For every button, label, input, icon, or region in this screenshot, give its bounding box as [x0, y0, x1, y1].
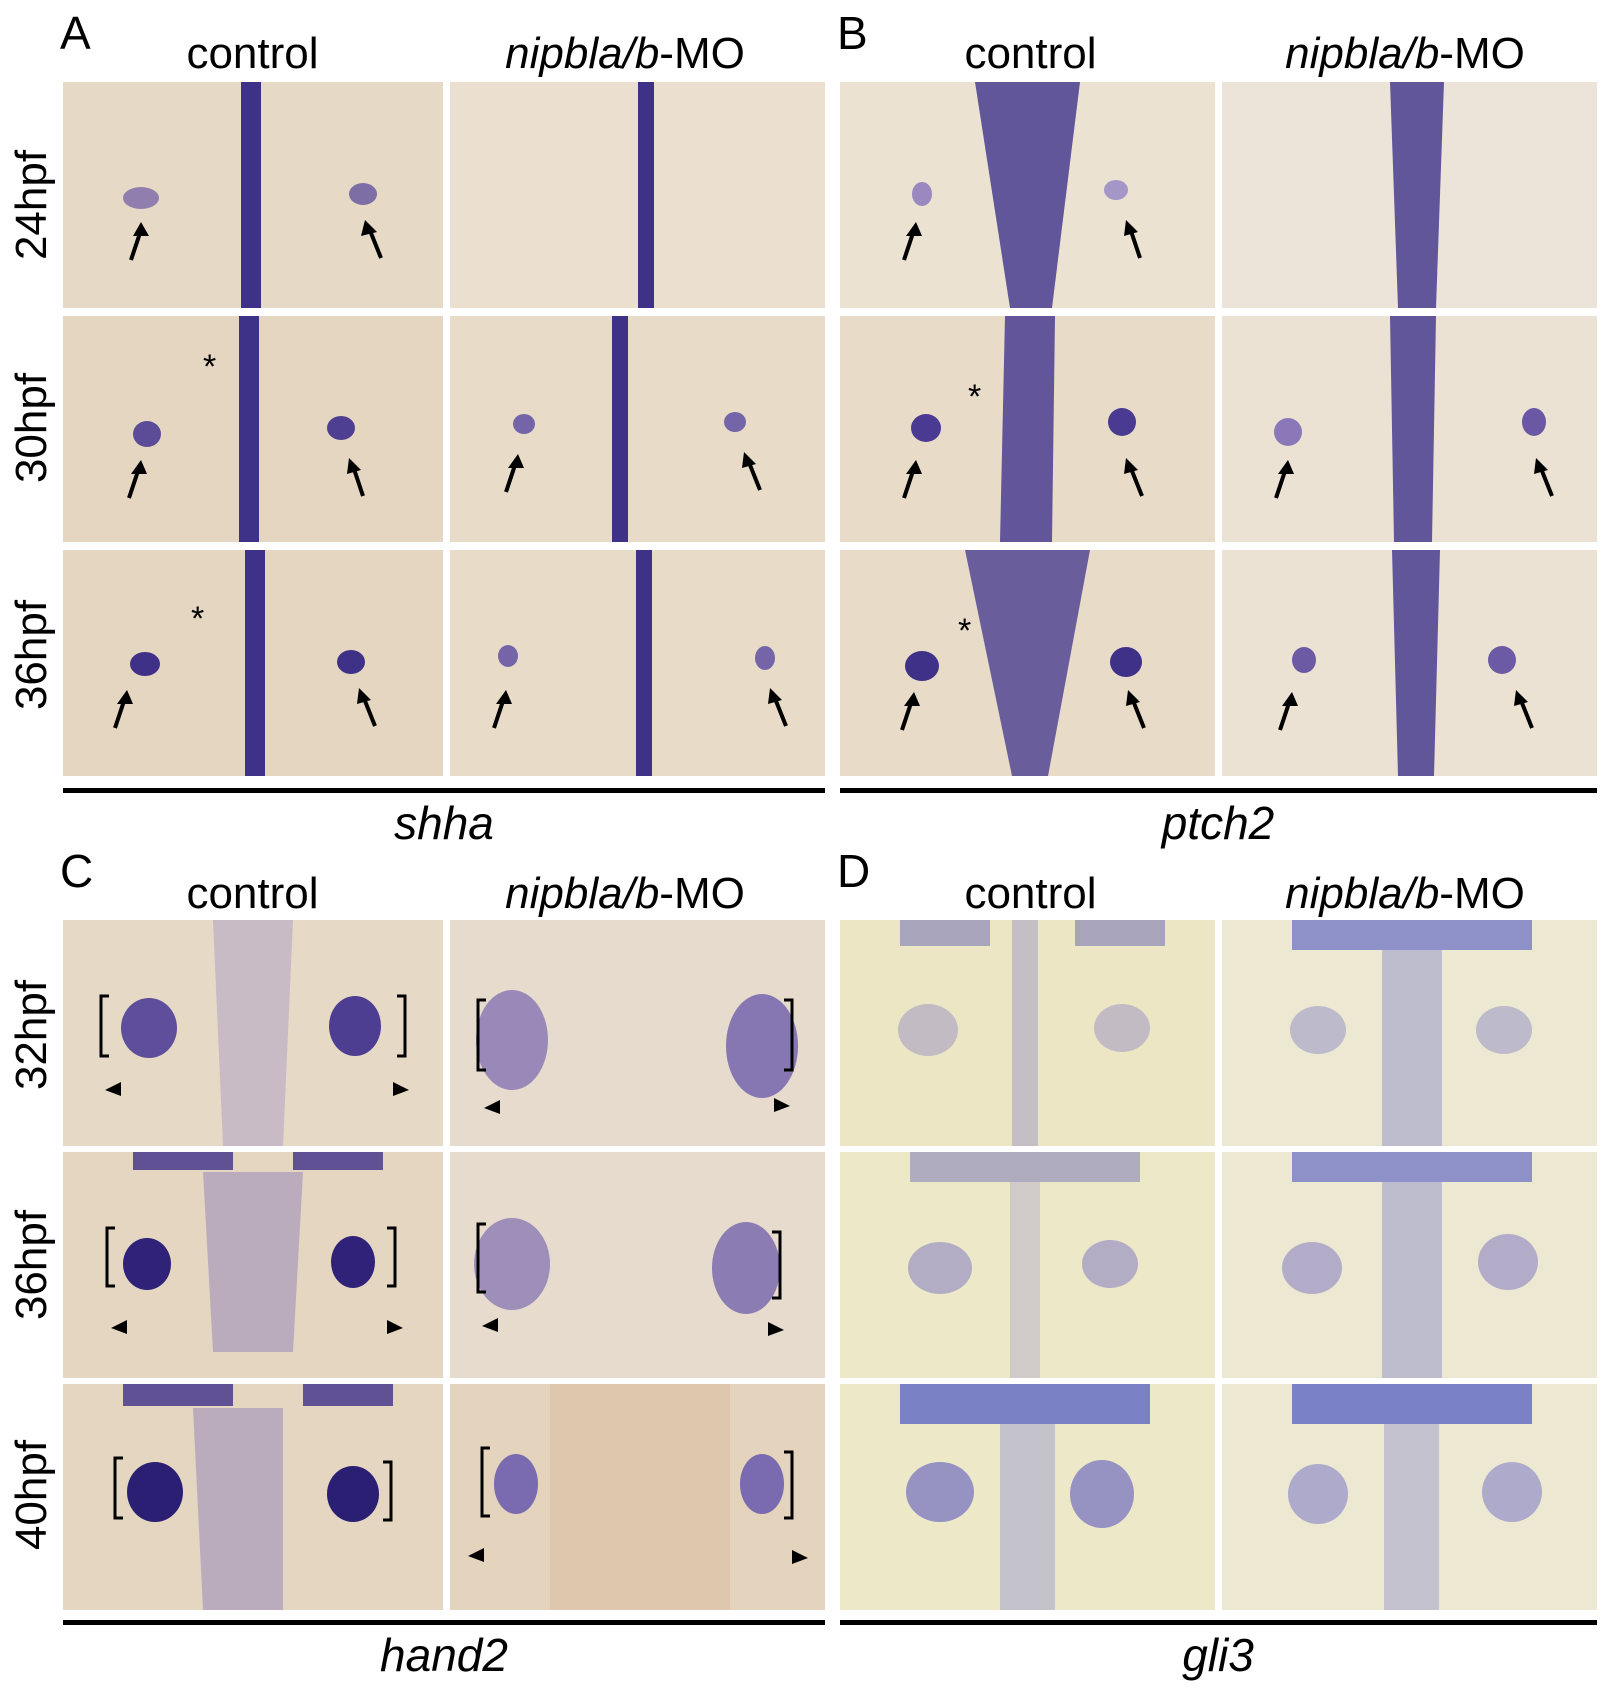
photo-c-mo-32hpf: [450, 920, 825, 1146]
gene-label-c: hand2: [380, 1629, 508, 1681]
photo-a-control-30hpf: *: [63, 316, 443, 542]
photo-d-mo-32hpf: [1222, 920, 1597, 1146]
asterisk-a-30: *: [203, 348, 216, 386]
panel-b-mo-italic: nipbla/b: [1285, 29, 1440, 78]
photo-a-mo-30hpf: [450, 316, 825, 542]
photo-d-control-36hpf: [840, 1152, 1215, 1378]
panel-b-control-heading: control: [964, 29, 1097, 78]
gene-label-a: shha: [394, 797, 494, 849]
photo-c-control-40hpf: [63, 1384, 443, 1610]
photo-a-mo-24hpf: [450, 82, 825, 308]
photo-c-control-32hpf: [63, 920, 443, 1146]
row-label-bottom-1: 32hpf: [7, 979, 56, 1091]
photo-b-control-30hpf: *: [840, 316, 1215, 542]
row-label-bottom-2: 36hpf: [7, 1209, 56, 1321]
panel-a-mo-heading: nipbla/b-MO: [460, 32, 790, 76]
panel-b-mo-heading: nipbla/b-MO: [1240, 32, 1570, 76]
panel-d-mo-italic: nipbla/b: [1285, 869, 1440, 918]
panel-a-control-heading: control: [186, 29, 319, 78]
photo-d-control-40hpf: [840, 1384, 1215, 1610]
panel-a-mo-italic: nipbla/b: [505, 29, 660, 78]
photo-b-mo-30hpf: [1222, 316, 1597, 542]
rule-b: [840, 788, 1597, 793]
photo-b-mo-36hpf: [1222, 550, 1597, 776]
asterisk-b-30: *: [968, 378, 981, 416]
panel-d-control-heading: control: [964, 869, 1097, 918]
row-label-top-2: 30hpf: [7, 372, 56, 484]
panel-letter-b: B: [837, 7, 868, 59]
rule-c: [63, 1620, 825, 1625]
panel-b-mo-suffix: -MO: [1439, 29, 1525, 78]
photo-c-mo-36hpf: [450, 1152, 825, 1378]
panel-c-mo-italic: nipbla/b: [505, 869, 660, 918]
photo-d-mo-40hpf: [1222, 1384, 1597, 1610]
photo-a-mo-36hpf: [450, 550, 825, 776]
rule-d: [840, 1620, 1597, 1625]
photo-b-control-36hpf: *: [840, 550, 1215, 776]
panel-letter-c: C: [60, 845, 94, 897]
asterisk-a-36: *: [191, 600, 204, 638]
photo-a-control-24hpf: [63, 82, 443, 308]
panel-d-mo-suffix: -MO: [1439, 869, 1525, 918]
panel-c-control-heading: control: [186, 869, 319, 918]
photo-b-control-24hpf: [840, 82, 1215, 308]
photo-a-control-36hpf: *: [63, 550, 443, 776]
panel-c-mo-suffix: -MO: [659, 869, 745, 918]
panel-letter-d: D: [837, 845, 871, 897]
row-label-top-3: 36hpf: [7, 599, 56, 711]
panel-a-mo-suffix: -MO: [659, 29, 745, 78]
panel-c-mo-heading: nipbla/b-MO: [460, 872, 790, 916]
gene-label-b: ptch2: [1161, 797, 1275, 849]
row-label-top-1: 24hpf: [7, 149, 56, 261]
panel-letter-a: A: [60, 7, 91, 59]
panel-d-mo-heading: nipbla/b-MO: [1240, 872, 1570, 916]
asterisk-b-36: *: [958, 612, 971, 650]
row-label-bottom-3: 40hpf: [7, 1439, 56, 1551]
photo-c-control-36hpf: [63, 1152, 443, 1378]
rule-a: [63, 788, 825, 793]
gene-label-d: gli3: [1182, 1629, 1254, 1681]
photo-b-mo-24hpf: [1222, 82, 1597, 308]
photo-d-mo-36hpf: [1222, 1152, 1597, 1378]
photo-d-control-32hpf: [840, 920, 1215, 1146]
photo-c-mo-40hpf: [450, 1384, 825, 1610]
